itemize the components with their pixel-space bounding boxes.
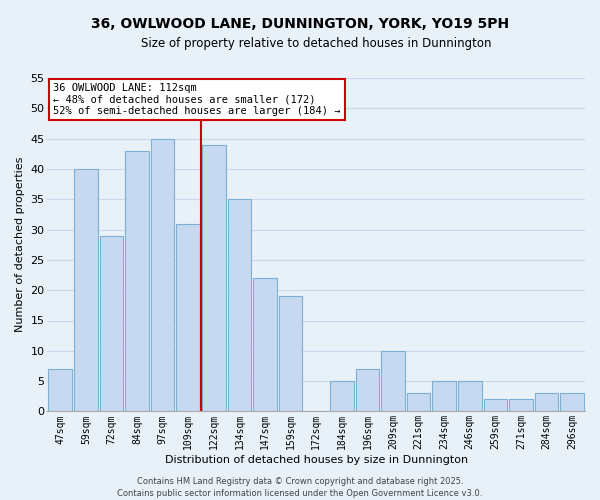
Bar <box>356 369 379 412</box>
X-axis label: Distribution of detached houses by size in Dunnington: Distribution of detached houses by size … <box>164 455 468 465</box>
Y-axis label: Number of detached properties: Number of detached properties <box>15 157 25 332</box>
Bar <box>202 144 226 412</box>
Text: 36, OWLWOOD LANE, DUNNINGTON, YORK, YO19 5PH: 36, OWLWOOD LANE, DUNNINGTON, YORK, YO19… <box>91 18 509 32</box>
Text: Contains HM Land Registry data © Crown copyright and database right 2025.
Contai: Contains HM Land Registry data © Crown c… <box>118 476 482 498</box>
Text: 36 OWLWOOD LANE: 112sqm
← 48% of detached houses are smaller (172)
52% of semi-d: 36 OWLWOOD LANE: 112sqm ← 48% of detache… <box>53 83 340 116</box>
Bar <box>381 351 405 412</box>
Bar <box>535 393 559 411</box>
Title: Size of property relative to detached houses in Dunnington: Size of property relative to detached ho… <box>141 38 491 51</box>
Bar <box>330 381 353 412</box>
Bar <box>458 381 482 412</box>
Bar <box>407 393 430 411</box>
Bar <box>176 224 200 412</box>
Bar <box>253 278 277 411</box>
Bar <box>509 400 533 411</box>
Bar <box>151 138 175 411</box>
Bar <box>74 169 98 412</box>
Bar <box>125 151 149 411</box>
Bar <box>227 200 251 412</box>
Bar <box>560 393 584 411</box>
Bar <box>484 400 507 411</box>
Bar <box>279 296 302 412</box>
Bar <box>433 381 456 412</box>
Bar <box>49 369 72 412</box>
Bar <box>100 236 123 412</box>
